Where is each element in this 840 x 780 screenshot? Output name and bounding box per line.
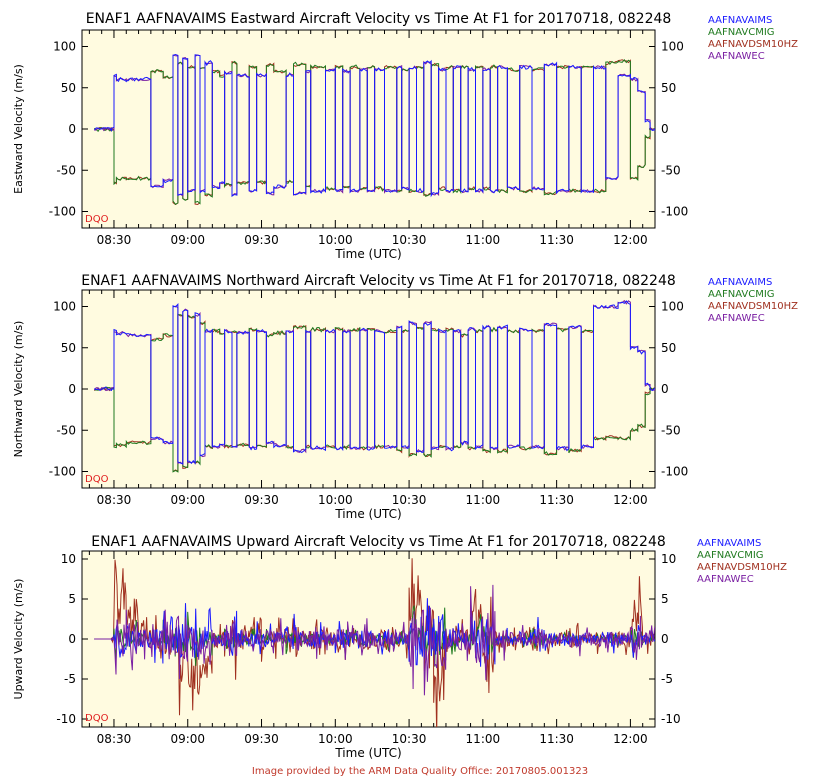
y-tick-label: 0 <box>68 382 76 396</box>
y-tick-label-right: 0 <box>661 122 669 136</box>
series-AAFNAVAIMS <box>94 300 655 465</box>
legend-entry: AAFNAVCMIG <box>708 27 775 38</box>
y-tick-label-right: -50 <box>661 163 681 177</box>
legend-entry: AAFNAVAIMS <box>708 15 772 26</box>
x-tick-label: 08:30 <box>97 233 132 247</box>
y-tick-label: -100 <box>49 205 76 219</box>
x-tick-label: 11:00 <box>466 233 501 247</box>
chart-title: ENAF1 AAFNAVAIMS Northward Aircraft Velo… <box>81 273 676 289</box>
x-tick-label: 10:30 <box>392 493 427 507</box>
y-tick-label-right: 5 <box>661 592 669 606</box>
y-tick-label-right: -50 <box>661 423 681 437</box>
y-tick-label: -50 <box>56 423 76 437</box>
footer-credit: Image provided by the ARM Data Quality O… <box>251 766 589 777</box>
series-AAFNAVCMIG <box>94 58 655 205</box>
x-tick-label: 11:00 <box>466 493 501 507</box>
dqo-label: DQO <box>85 713 109 724</box>
x-tick-label: 09:30 <box>244 233 279 247</box>
chart-panel-1: ENAF1 AAFNAVAIMS Eastward Aircraft Veloc… <box>12 11 798 261</box>
y-tick-label-right: 100 <box>661 300 684 314</box>
legend-entry: AAFNAVDSM10HZ <box>697 562 787 573</box>
y-tick-label-right: 0 <box>661 632 669 646</box>
legend-entry: AAFNAVCMIG <box>708 289 775 300</box>
y-axis-label: Northward Velocity (m/s) <box>12 321 25 458</box>
legend-entry: AAFNAWEC <box>697 574 754 585</box>
y-tick-label-right: 100 <box>661 40 684 54</box>
dqo-label: DQO <box>85 474 109 485</box>
x-tick-label: 09:00 <box>170 732 205 746</box>
y-tick-label-right: -10 <box>661 712 681 726</box>
x-tick-label: 08:30 <box>97 493 132 507</box>
x-tick-label: 10:00 <box>318 732 353 746</box>
y-tick-label: 50 <box>61 341 76 355</box>
y-tick-label-right: -100 <box>661 205 688 219</box>
y-tick-label: 0 <box>68 632 76 646</box>
y-tick-label-right: 0 <box>661 382 669 396</box>
x-tick-label: 11:30 <box>539 493 574 507</box>
x-tick-label: 10:30 <box>392 233 427 247</box>
y-axis-label: Eastward Velocity (m/s) <box>12 64 25 194</box>
y-tick-label-right: 10 <box>661 552 676 566</box>
y-tick-label: 10 <box>61 552 76 566</box>
legend-entry: AAFNAVAIMS <box>708 277 772 288</box>
series-AAFNAWEC <box>94 584 655 696</box>
x-tick-label: 11:30 <box>539 732 574 746</box>
y-axis-label: Upward Velocity (m/s) <box>12 579 25 700</box>
x-tick-label: 09:30 <box>244 493 279 507</box>
y-tick-label: 5 <box>68 592 76 606</box>
x-tick-label: 09:00 <box>170 493 205 507</box>
y-tick-label: 50 <box>61 81 76 95</box>
y-tick-label-right: -5 <box>661 672 673 686</box>
x-tick-label: 11:30 <box>539 233 574 247</box>
x-axis-label: Time (UTC) <box>334 507 401 521</box>
x-tick-label: 10:00 <box>318 233 353 247</box>
dqo-label: DQO <box>85 214 109 225</box>
y-tick-label: -10 <box>56 712 76 726</box>
y-tick-label: 100 <box>53 40 76 54</box>
legend-entry: AAFNAVAIMS <box>697 538 761 549</box>
x-tick-label: 12:00 <box>613 233 648 247</box>
legend-entry: AAFNAVCMIG <box>697 550 764 561</box>
y-tick-label-right: 50 <box>661 81 676 95</box>
chart-title: ENAF1 AAFNAVAIMS Eastward Aircraft Veloc… <box>86 11 672 27</box>
y-tick-label: 0 <box>68 122 76 136</box>
series-AAFNAVCMIG <box>94 314 655 473</box>
y-tick-label: -50 <box>56 163 76 177</box>
y-tick-label: -5 <box>64 672 76 686</box>
y-tick-label-right: 50 <box>661 341 676 355</box>
chart-panel-2: ENAF1 AAFNAVAIMS Northward Aircraft Velo… <box>12 273 798 521</box>
x-tick-label: 12:00 <box>613 493 648 507</box>
x-tick-label: 10:00 <box>318 493 353 507</box>
y-tick-label-right: -100 <box>661 465 688 479</box>
x-tick-label: 12:00 <box>613 732 648 746</box>
x-axis-label: Time (UTC) <box>334 247 401 261</box>
series-AAFNAVAIMS <box>93 53 655 198</box>
data-series <box>93 299 655 473</box>
x-axis-label: Time (UTC) <box>334 746 401 760</box>
legend-entry: AAFNAVDSM10HZ <box>708 39 798 50</box>
x-tick-label: 09:30 <box>244 732 279 746</box>
y-tick-label: -100 <box>49 465 76 479</box>
data-series <box>94 558 655 727</box>
legend-entry: AAFNAWEC <box>708 313 765 324</box>
chart-panel-3: ENAF1 AAFNAVAIMS Upward Aircraft Velocit… <box>12 534 787 760</box>
x-tick-label: 09:00 <box>170 233 205 247</box>
legend-entry: AAFNAVDSM10HZ <box>708 301 798 312</box>
x-tick-label: 11:00 <box>466 732 501 746</box>
data-series <box>93 53 655 206</box>
x-tick-label: 10:30 <box>392 732 427 746</box>
legend-entry: AAFNAWEC <box>708 51 765 62</box>
chart-title: ENAF1 AAFNAVAIMS Upward Aircraft Velocit… <box>91 534 666 550</box>
x-tick-label: 08:30 <box>97 732 132 746</box>
y-tick-label: 100 <box>53 300 76 314</box>
